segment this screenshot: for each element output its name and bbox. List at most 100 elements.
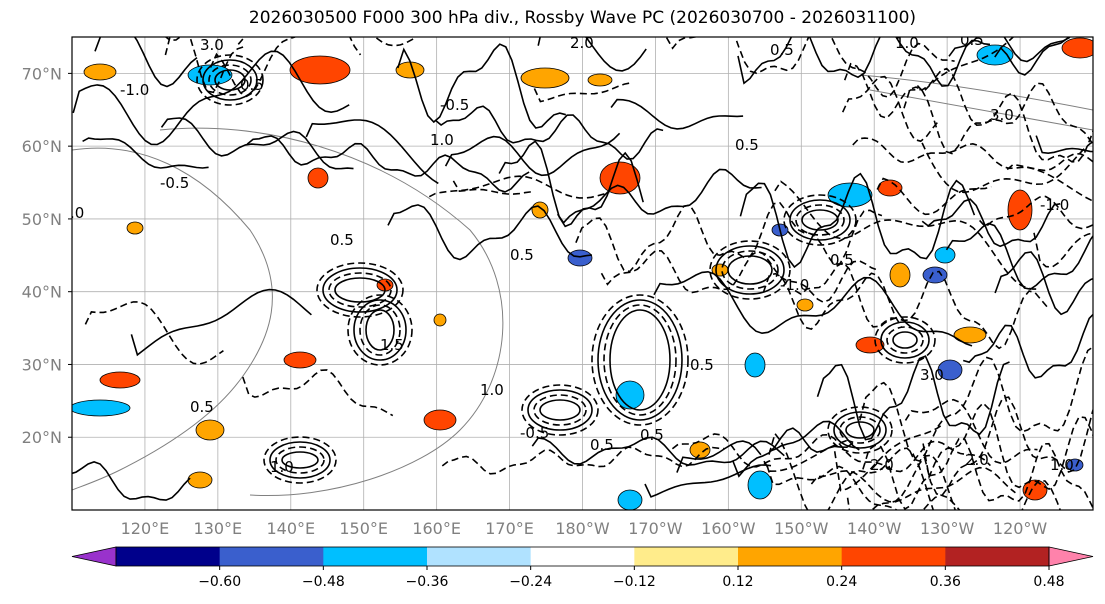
contour-label: 1.0: [480, 381, 504, 399]
longitude-tick-label: 130°E: [194, 519, 243, 538]
contour-loop: [365, 309, 395, 351]
contour-label: 0.5: [830, 251, 854, 269]
colorbar-tick-label: −0.60: [198, 574, 241, 590]
contour-line: [531, 436, 785, 466]
latitude-tick-label: 40°N: [22, 283, 62, 302]
contour-line: [246, 135, 530, 193]
contour-line: [600, 249, 878, 304]
longitude-tick-label: 160°E: [412, 519, 461, 538]
contour-line: [556, 168, 762, 224]
contour-line: [1006, 163, 1093, 202]
contour-loop: [269, 441, 331, 479]
longitude-tick-label: 130°W: [920, 519, 975, 538]
contour-line: [242, 369, 394, 417]
contour-line: [537, 37, 647, 72]
contour-label: 1.5: [380, 336, 404, 354]
contour-loop: [892, 331, 918, 349]
contour-loop: [591, 294, 689, 426]
contour-label: 1.0: [270, 458, 294, 476]
colorbar-bin: [634, 547, 739, 566]
contour-line: [843, 62, 1093, 146]
divergence-patch: [283, 351, 317, 369]
map-panel: 3.0 2.0 0.5 1.0 0.5 -1.0 -0.5 -0.5 0.5 0.5 1.0 0.5 -…: [22, 31, 1094, 538]
contour-label: -1.0: [1040, 196, 1069, 214]
contour-loop: [353, 299, 407, 361]
contour-label: 0.5: [240, 76, 264, 94]
divergence-patch: [855, 336, 885, 354]
colorbar-bin: [116, 547, 221, 566]
contour-label: 3.0: [990, 106, 1014, 124]
contour-label: 0.5: [960, 31, 984, 49]
coastline: [72, 147, 273, 491]
contour-line: [1033, 232, 1093, 268]
contour-line: [94, 37, 198, 88]
divergence-patch: [1007, 189, 1033, 231]
contour-line: [164, 37, 244, 94]
divergence-patch: [187, 471, 213, 489]
contour-line: [921, 198, 1061, 248]
contour-loop: [827, 406, 893, 454]
contour-loop: [359, 304, 401, 356]
colorbar-frame: [115, 546, 1050, 567]
colorbar-tick-label: −0.36: [406, 574, 449, 590]
divergence-patch: [531, 201, 549, 219]
divergence-patch: [1022, 479, 1048, 501]
contour-loop: [214, 69, 246, 91]
divergence-patch: [689, 441, 711, 459]
contour-label: 0.5: [770, 41, 794, 59]
contour-loop: [833, 411, 887, 449]
longitude-tick-label: 150°E: [339, 519, 388, 538]
contour-line: [130, 288, 312, 357]
contour-line: [82, 137, 209, 169]
contour-line: [922, 401, 1093, 491]
contour-loop: [709, 240, 791, 300]
divergence-patch: [195, 419, 225, 441]
contour-line: [921, 141, 1093, 194]
colorbar-tick-label: 0.24: [826, 574, 857, 590]
contour-loop: [533, 394, 587, 426]
contour-line: [84, 301, 224, 365]
longitude-tick-label: 120°E: [121, 519, 170, 538]
contour-line: [441, 446, 725, 475]
contour-loop: [715, 245, 785, 295]
contour-loop: [316, 262, 404, 318]
divergence-patch: [976, 44, 1014, 66]
contour-loop: [880, 321, 930, 359]
divergence-patch: [889, 262, 911, 288]
longitude-tick-label: 160°W: [701, 519, 756, 538]
longitude-tick-label: 150°W: [774, 519, 829, 538]
contour-line: [72, 50, 350, 146]
contour-label: 2.0: [965, 451, 989, 469]
contour-labels: 3.0 2.0 0.5 1.0 0.5 -1.0 -0.5 -0.5 0.5 0.5 1.0 0.5 -…: [72, 31, 1074, 476]
contour-label: 1.0: [1050, 456, 1074, 474]
contour-line: [610, 98, 744, 130]
contour-loop: [196, 54, 264, 106]
divergence-patch: [395, 61, 425, 79]
divergence-patch: [796, 298, 814, 312]
colorbar-extend-max: [1048, 546, 1094, 567]
contour-line: [769, 420, 860, 453]
contour-line: [904, 398, 1038, 465]
contour-line: [653, 270, 973, 347]
contour-loop: [801, 209, 839, 231]
contour-label: 1.0: [430, 131, 454, 149]
contour-line: [762, 272, 903, 330]
contour-line: [876, 177, 992, 216]
contour-loop: [789, 199, 851, 241]
contour-line: [994, 251, 1093, 316]
divergence-patch: [953, 326, 987, 344]
divergence-patch: [99, 371, 141, 389]
divergence-patch: [1061, 37, 1093, 59]
contour-label: 0.5: [690, 356, 714, 374]
contour-line: [962, 313, 1093, 379]
contour-loop: [328, 272, 392, 308]
contour-label: 0.5: [590, 436, 614, 454]
contour-line: [387, 204, 593, 261]
contour-label: 0.5: [735, 136, 759, 154]
colorbar-tick-label: −0.12: [613, 574, 656, 590]
contour-loop: [597, 299, 683, 421]
contour-label: 3.0: [200, 36, 224, 54]
contour-line: [841, 75, 940, 143]
contour-line: [810, 466, 1016, 503]
contour-line: [763, 439, 849, 473]
